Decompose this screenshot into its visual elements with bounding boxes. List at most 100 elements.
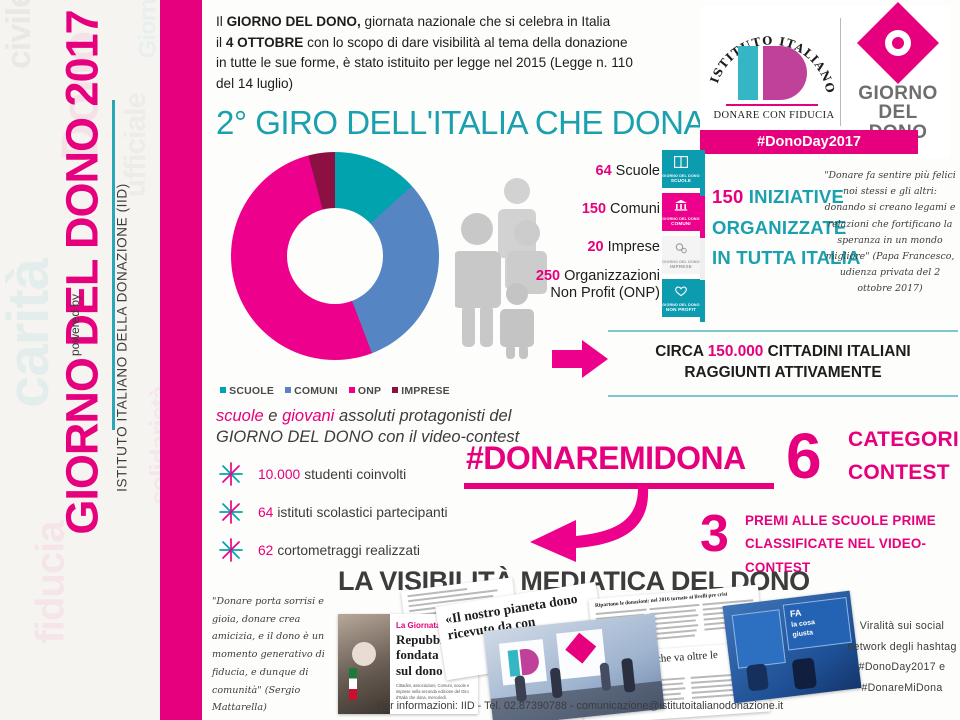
tile-label: NON PROFIT xyxy=(665,307,697,312)
gears-icon xyxy=(674,241,688,259)
legend-label: COMUNI xyxy=(294,385,338,397)
stat-icon-tile-scuole[interactable]: GIORNO DEL DONO SCUOLE xyxy=(662,150,700,188)
bullet-list: 10.000 studenti coinvolti 64 istituti scola… xyxy=(218,455,548,569)
iniziative-l1: INIZIATIVE xyxy=(743,186,844,207)
intro-line2a: il xyxy=(216,34,226,50)
circa-rule-bottom xyxy=(608,395,958,397)
donut-hole xyxy=(287,208,383,304)
star-bullet-icon xyxy=(218,499,244,525)
stage-person xyxy=(621,657,636,693)
clipping-head2: fondata xyxy=(396,647,439,663)
people-icon xyxy=(453,178,547,359)
intro-line4: del 14 luglio) xyxy=(216,75,294,91)
contest-three-number: 3 xyxy=(700,505,729,563)
tv-panel-left xyxy=(731,609,786,669)
stat-icon-tile-non-profit[interactable]: GIORNO DEL DONO NON PROFIT xyxy=(662,279,700,317)
tile-sublabel: GIORNO DEL DONO xyxy=(662,174,700,178)
circa-post: CITTADINI ITALIANI xyxy=(763,343,911,360)
photo-face xyxy=(352,642,376,666)
legend-item-onp: ONP xyxy=(348,385,382,397)
section-title: 2° GIRO DELL'ITALIA CHE DONA xyxy=(216,104,706,141)
organization-name: ISTITUTO ITALIANO DELLA DONAZIONE (IID) xyxy=(114,183,130,492)
legend-swatch xyxy=(285,387,292,393)
star-bullet-icon xyxy=(219,500,243,524)
star-bullet-icon xyxy=(218,537,244,563)
intro-line1a: Il xyxy=(216,14,227,29)
tile-sublabel: GIORNO DEL DONO xyxy=(662,303,700,307)
pink-vertical-bar xyxy=(160,0,202,720)
contest-three-line1: PREMI ALLE SCUOLE PRIME xyxy=(745,513,936,528)
stat-icon-column: GIORNO DEL DONO SCUOLE GIORNO DEL DONO COMU… xyxy=(662,150,700,322)
accent-grey-1 xyxy=(700,238,705,280)
people-silhouettes xyxy=(453,175,565,360)
book-icon xyxy=(674,155,688,173)
lead-rest: assoluti protagonisti del xyxy=(334,407,512,425)
contest-three-line2: CLASSIFICATE NEL VIDEO-CONTEST xyxy=(745,536,927,575)
bullet-value: 62 xyxy=(258,542,274,558)
tv-person xyxy=(745,663,769,692)
stat-row: 150 Comuni xyxy=(500,190,660,228)
lead-em-giovani: giovani xyxy=(282,407,335,425)
iniziative-block: 150 INIZIATIVE ORGANIZZATE IN TUTTA ITAL… xyxy=(712,182,862,274)
poster-title: GIORNO DEL DONO 2017 xyxy=(56,10,108,535)
stat-icon-tile-imprese[interactable]: GIORNO DEL DONO IMPRESE xyxy=(662,236,700,274)
legend-item-comuni: COMUNI xyxy=(285,385,338,397)
bullet-text: cortometraggi realizzati xyxy=(277,542,420,558)
powered-by-label: powered by xyxy=(68,293,82,357)
circa-line2: RAGGIUNTI ATTIVAMENTE xyxy=(684,363,882,381)
watermark-word: Giorno xyxy=(134,0,160,59)
arrow-curve-left-icon xyxy=(530,488,649,562)
stat-list: 64 Scuole 150 Comuni 20 Imprese 250 Organizzazi… xyxy=(500,152,660,304)
footer-contact: Per informazioni: IID - Tel. 02.87390788… xyxy=(376,700,784,712)
quote-mattarella: "Donare porta sorrisi e gioia, donare cr… xyxy=(212,596,325,714)
iid-logo: ISTITUTO ITALIANO DONAZIONE DONARE CON F… xyxy=(706,12,836,130)
watermark-word: civile xyxy=(0,0,39,70)
donut-chart xyxy=(219,152,451,384)
accent-pink-1 xyxy=(700,196,705,238)
circa-rule-top xyxy=(608,330,958,332)
circa-number: 150.000 xyxy=(707,343,764,360)
donut-ring xyxy=(231,152,439,360)
curved-arrow-icon xyxy=(520,486,650,567)
iniziative-line3: IN TUTTA ITALIA xyxy=(712,247,861,269)
clipping-head3: sul dono xyxy=(396,662,443,678)
bullet-item: 64 istituti scolastici partecipanti xyxy=(218,493,548,531)
hashtag-underline xyxy=(464,483,774,489)
legend-label: SCUOLE xyxy=(229,385,275,397)
lead-em-scuole: scuole xyxy=(216,407,264,425)
legend-label: IMPRESE xyxy=(401,385,450,397)
contest-three-label: PREMI ALLE SCUOLE PRIME CLASSIFICATE NEL… xyxy=(745,509,960,579)
legend-swatch xyxy=(220,387,227,393)
chart-legend: SCUOLE COMUNI ONP IMPRESE xyxy=(219,385,451,397)
legend-label: ONP xyxy=(357,385,382,397)
lead-line2: GIORNO DEL DONO con il video-contest xyxy=(216,428,520,447)
stage-person xyxy=(599,662,612,692)
iniziative-line2: ORGANIZZATE xyxy=(712,216,847,238)
tile-sublabel: GIORNO DEL DONO xyxy=(662,217,700,221)
bullet-text: studenti coinvolti xyxy=(304,466,407,482)
stat-label: Imprese xyxy=(607,238,660,255)
contest-six-line1: CATEGORIE xyxy=(848,428,960,451)
stat-icon-tile-comuni[interactable]: GIORNO DEL DONO COMUNI xyxy=(662,193,700,231)
tv-caption: FA la cosa giusta xyxy=(789,607,816,639)
arrow-right-icon xyxy=(552,340,608,378)
stat-value: 20 xyxy=(587,238,604,255)
legend-swatch xyxy=(348,387,355,393)
stat-value: 150 xyxy=(581,200,607,217)
stat-label2: Non Profit (ONP) xyxy=(550,285,660,301)
clipping-kicker: La Giornata xyxy=(396,621,441,630)
clipping-body: Cittadini, associazioni, Comuni, scuole … xyxy=(396,682,470,701)
tile-label: SCUOLE xyxy=(670,178,692,183)
diamond-icon xyxy=(856,1,940,85)
star-bullet-icon xyxy=(218,461,244,487)
bullet-item: 10.000 studenti coinvolti xyxy=(218,455,548,493)
legend-swatch xyxy=(392,387,399,393)
contest-six-line2: CONTEST xyxy=(848,460,950,484)
legend-item-scuole: SCUOLE xyxy=(220,385,274,397)
photo-tv-screens: FA la cosa giusta xyxy=(722,590,862,704)
stat-value: 64 xyxy=(595,162,612,179)
letter-d xyxy=(762,46,807,100)
stat-value: 250 xyxy=(535,268,561,285)
legend-item-imprese: IMPRESE xyxy=(392,385,450,397)
